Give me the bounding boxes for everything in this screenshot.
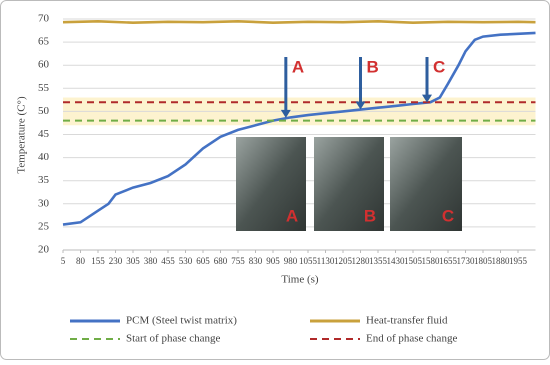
x-tick-label: 830	[249, 256, 263, 266]
series-line	[62, 31, 536, 226]
y-tick-label: 50	[38, 105, 50, 117]
y-tick-label: 45	[38, 128, 50, 140]
x-tick-label: 1880	[492, 256, 511, 266]
annotation-label: C	[433, 57, 445, 76]
y-tick-label: 55	[38, 82, 50, 94]
x-axis-title: Time (s)	[281, 274, 319, 286]
arrow-head	[280, 109, 291, 118]
annotation-label: A	[292, 57, 304, 76]
arrow-head	[355, 101, 366, 110]
y-tick-label: 60	[38, 59, 50, 71]
x-tick-label: 80	[76, 256, 86, 266]
x-tick-label: 1280	[352, 256, 371, 266]
photo	[390, 137, 462, 231]
photo-label: B	[364, 206, 376, 225]
y-axis-title: Temperature (C°)	[16, 96, 28, 174]
y-tick-label: 70	[38, 13, 50, 25]
y-tick-label: 30	[38, 197, 50, 209]
x-tick-label: 455	[161, 256, 175, 266]
y-tick-label: 65	[38, 36, 50, 48]
legend-label: PCM (Steel twist matrix)	[126, 315, 237, 327]
x-tick-label: 1805	[474, 256, 493, 266]
x-tick-label: 1130	[317, 256, 335, 266]
x-tick-label: 1730	[457, 256, 476, 266]
x-tick-label: 605	[196, 256, 210, 266]
arrow-head	[422, 94, 432, 103]
x-tick-label: 1355	[369, 256, 388, 266]
x-tick-label: 5	[61, 256, 66, 266]
photo-label: A	[286, 206, 298, 225]
x-tick-label: 1430	[387, 256, 406, 266]
x-tick-label: 755	[231, 256, 245, 266]
x-tick-label: 380	[144, 256, 158, 266]
x-tick-label: 680	[214, 256, 228, 266]
y-tick-label: 40	[38, 151, 50, 163]
legend-label: Heat-transfer fluid	[366, 315, 448, 327]
x-tick-label: 1055	[299, 256, 318, 266]
x-tick-label: 905	[266, 256, 280, 266]
x-tick-label: 155	[91, 256, 105, 266]
x-tick-label: 1580	[422, 256, 441, 266]
x-tick-label: 980	[284, 256, 298, 266]
y-tick-label: 25	[38, 220, 50, 232]
annotation-label: B	[367, 57, 379, 76]
y-tick-label: 20	[38, 244, 50, 256]
legend-label: Start of phase change	[126, 333, 220, 345]
photo	[236, 137, 306, 231]
photos: A B C	[236, 137, 462, 231]
photo	[314, 137, 384, 231]
x-tick-label: 1205	[334, 256, 353, 266]
x-tick-label: 1655	[439, 256, 458, 266]
x-tick-label: 1505	[404, 256, 423, 266]
x-tick-label: 230	[109, 256, 123, 266]
x-tick-label: 1955	[509, 256, 528, 266]
photo-label: C	[442, 206, 454, 225]
y-tick-label: 35	[38, 174, 50, 186]
series-line	[62, 19, 536, 25]
x-tick-label: 305	[126, 256, 140, 266]
x-tick-label: 530	[179, 256, 193, 266]
legend-label: End of phase change	[366, 333, 457, 345]
